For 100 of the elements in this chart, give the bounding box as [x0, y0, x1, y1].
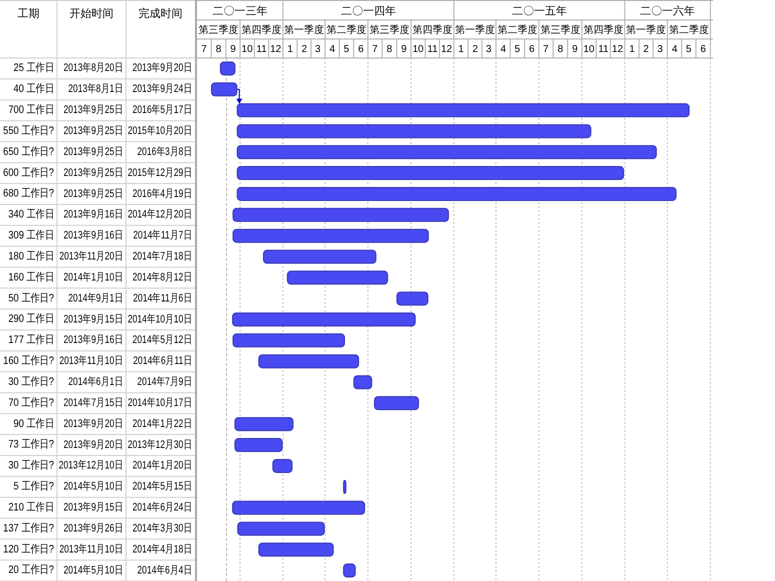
text: 2013年11月20日 — [59, 249, 123, 263]
bar — [234, 438, 283, 452]
bar — [232, 500, 366, 515]
x-tick-label: 4 — [500, 44, 506, 55]
text: 2013年9月16日 — [64, 333, 123, 347]
text: 开始时间 — [70, 7, 114, 20]
text: 2013年8月20日 — [64, 61, 123, 75]
text: 2014年7月9日 — [137, 375, 192, 388]
x-tick-label: 9 — [401, 44, 408, 55]
x-tick-label: 12 — [270, 44, 282, 55]
text: 完成时间 — [138, 7, 182, 20]
text: 2015年12月29日 — [128, 166, 192, 180]
text: 2015年10月20日 — [128, 124, 192, 138]
text: 2013年9月25日 — [64, 166, 123, 180]
bar — [374, 396, 419, 410]
x-tick-label: 3 — [315, 44, 322, 55]
x-tick-label: 10 — [412, 44, 424, 55]
text: 50 工作日? — [8, 292, 54, 305]
text: 2014年6月11日 — [133, 354, 192, 368]
text: 2013年9月16日 — [64, 228, 123, 242]
bar — [232, 333, 345, 348]
x-tick-label: 6 — [358, 44, 364, 55]
x-tick-label: 7 — [201, 44, 208, 55]
x-tick-label: 9 — [230, 44, 236, 55]
text: 680 工作日? — [3, 188, 54, 200]
text: 2014年11月7日 — [133, 228, 192, 242]
text: 2014年1月10日 — [64, 270, 123, 284]
text: 30 工作日? — [8, 376, 54, 388]
x-tick-label: 2 — [301, 44, 308, 55]
x-tick-label: 1 — [629, 44, 636, 55]
text: 2013年9月25日 — [64, 124, 123, 138]
x-tick-label: 4 — [330, 44, 336, 55]
x-tick-label: 7 — [372, 44, 378, 55]
text: 25 工作日 — [14, 62, 54, 74]
bar — [286, 270, 388, 285]
bar — [396, 292, 428, 306]
text: 550 工作日? — [3, 125, 54, 138]
text: 2013年9月15日 — [64, 500, 123, 514]
x-tick-label: 8 — [216, 44, 222, 55]
text: 2014年1月20日 — [132, 458, 192, 472]
text: 650 工作日? — [3, 146, 54, 158]
text: 2014年3月30日 — [132, 521, 192, 535]
text: 177 工作日 — [8, 334, 54, 346]
text: 2014年10月17日 — [128, 396, 192, 410]
text: 2014年6月4日 — [137, 563, 192, 577]
text: 2013年9月20日 — [132, 61, 192, 75]
x-tick-label: 12 — [612, 44, 624, 55]
x-tick-label: 7 — [543, 44, 550, 55]
text: 210 工作日 — [8, 502, 54, 514]
text: 2014年11月6日 — [133, 291, 192, 305]
bar — [262, 250, 376, 264]
bar — [258, 542, 334, 557]
text: 2013年8月1日 — [68, 82, 123, 96]
text: 2014年7月15日 — [64, 396, 123, 410]
text: 90 工作日 — [14, 418, 54, 430]
text: 第三季度 — [369, 24, 410, 36]
x-tick-label: 6 — [529, 44, 536, 55]
text: 180 工作日 — [8, 250, 54, 263]
text: 2014年10月10日 — [128, 312, 192, 326]
text: 2014年5月10日 — [64, 480, 123, 493]
text: 40 工作日 — [14, 83, 54, 96]
x-tick-label: 1 — [287, 44, 294, 55]
text: 2014年5月10日 — [64, 563, 123, 577]
text: 2013年9月25日 — [64, 144, 123, 158]
bar — [236, 124, 592, 138]
text: 2013年9月25日 — [64, 186, 123, 200]
text: 2013年9月26日 — [64, 521, 123, 535]
x-tick-label: 4 — [672, 44, 678, 55]
text: 137 工作日? — [3, 522, 54, 535]
text: 第二季度 — [497, 24, 538, 36]
text: 二〇一五年 — [512, 6, 567, 18]
text: 2016年3月8日 — [137, 144, 192, 158]
text: 2014年9月1日 — [68, 291, 123, 305]
bar — [258, 354, 360, 368]
x-tick-label: 5 — [514, 44, 520, 55]
text: 第三季度 — [198, 24, 238, 36]
bar — [343, 480, 346, 494]
x-tick-label: 8 — [386, 44, 393, 55]
text: 120 工作日? — [3, 544, 54, 556]
bar — [237, 522, 325, 536]
x-tick-label: 11 — [598, 44, 610, 55]
text: 第四季度 — [583, 24, 624, 36]
text: 2014年12月20日 — [128, 208, 192, 222]
text: 2013年11月10日 — [59, 354, 123, 368]
x-tick-label: 2 — [643, 44, 650, 55]
text: 2013年9月15日 — [64, 312, 123, 326]
text: 2013年12月10日 — [58, 458, 123, 472]
text: 2014年8月12日 — [132, 270, 192, 284]
bar — [236, 145, 657, 160]
x-tick-label: 2 — [472, 44, 478, 55]
bar — [236, 166, 624, 180]
text: 700 工作日 — [8, 104, 54, 116]
text: 20 工作日? — [8, 564, 54, 576]
text: 160 工作日 — [8, 272, 54, 284]
x-tick-label: 10 — [242, 44, 254, 55]
x-tick-label: 6 — [700, 44, 706, 55]
text: 二〇一四年 — [340, 6, 396, 18]
x-tick-label: 5 — [686, 44, 692, 55]
text: 第四季度 — [412, 24, 452, 36]
bar — [236, 186, 677, 201]
